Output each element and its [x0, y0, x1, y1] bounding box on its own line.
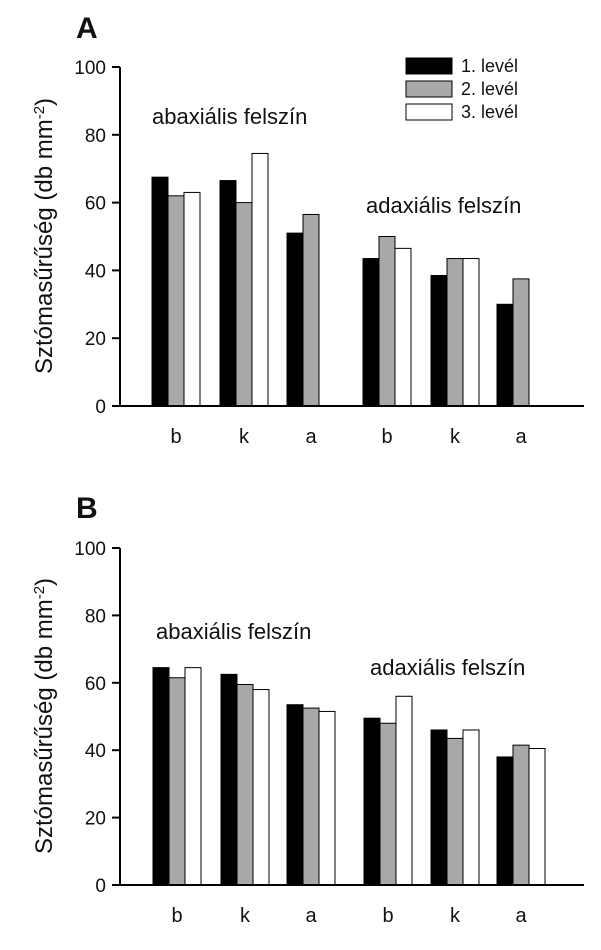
x-category-label: b	[171, 905, 182, 927]
bar-series-3-category-2	[252, 689, 270, 886]
x-category-label: k	[240, 905, 251, 927]
bars-b	[152, 667, 546, 886]
bar-series-1-category-6	[496, 303, 514, 407]
panel-label-b: B	[76, 492, 98, 525]
y-axis-label-b: Sztómasűrűség (db mm-2)	[31, 578, 59, 854]
legend-swatch-3	[405, 103, 453, 121]
bar-series-1-category-4	[362, 258, 380, 407]
bar-series-2-category-3	[302, 213, 320, 407]
bar-series-3-category-4	[394, 247, 412, 407]
x-category-label: b	[381, 426, 392, 448]
y-tick-label: 20	[85, 809, 106, 830]
y-tick-label: 40	[85, 741, 106, 762]
bar-series-3-category-1	[183, 191, 201, 407]
bar-series-2-category-4	[379, 722, 397, 886]
bar-series-1-category-5	[430, 729, 448, 886]
bar-series-3-category-4	[395, 695, 413, 886]
bar-series-3-category-2	[251, 152, 269, 407]
bar-series-2-category-5	[446, 737, 464, 886]
bar-series-2-category-2	[235, 202, 253, 407]
x-category-label: a	[305, 426, 317, 448]
bar-series-1-category-4	[363, 717, 381, 886]
y-tick-label: 40	[85, 261, 106, 282]
panel-label-a: A	[76, 12, 98, 45]
bar-series-3-category-5	[462, 258, 480, 407]
legend-swatch-2	[405, 80, 453, 98]
bar-series-2-category-6	[512, 744, 530, 886]
x-category-label: b	[382, 905, 393, 927]
x-category-label: k	[450, 426, 461, 448]
bar-series-3-category-6	[528, 748, 546, 886]
bar-series-1-category-1	[151, 176, 169, 407]
bar-series-1-category-2	[219, 180, 237, 407]
panel-a: A Sztómasűrűség (db mm-2) 0 20 40 60 80 100 b…	[31, 12, 584, 448]
panel-b: B Sztómasűrűség (db mm-2) 0 20 40 60 80 100 b…	[31, 492, 584, 927]
bar-series-3-category-3	[318, 710, 336, 886]
annotation-abaxial-a: abaxiális felszín	[152, 104, 307, 129]
x-category-label: a	[515, 905, 527, 927]
y-ticks-a: 0 20 40 60 80 100	[74, 58, 120, 418]
x-category-label: k	[239, 426, 250, 448]
bar-series-1-category-1	[152, 667, 170, 886]
y-tick-label: 100	[74, 58, 106, 79]
bar-series-2-category-5	[446, 258, 464, 407]
y-tick-label: 80	[85, 606, 106, 627]
legend-label-3: 3. levél	[461, 102, 518, 122]
bar-series-2-category-4	[378, 236, 396, 407]
bar-series-1-category-6	[496, 756, 514, 886]
x-category-label: a	[515, 426, 527, 448]
bar-series-1-category-3	[286, 232, 304, 407]
bar-series-2-category-2	[236, 683, 254, 886]
y-ticks-b: 0 20 40 60 80 100	[74, 539, 120, 897]
x-category-label: b	[170, 426, 181, 448]
bar-series-2-category-1	[167, 195, 185, 407]
y-tick-label: 100	[74, 539, 106, 560]
y-tick-label: 60	[85, 674, 106, 695]
annotation-adaxial-b: adaxiális felszín	[370, 655, 525, 680]
x-category-label: a	[305, 905, 317, 927]
y-tick-label: 80	[85, 126, 106, 147]
annotation-adaxial-a: adaxiális felszín	[366, 193, 521, 218]
annotation-abaxial-b: abaxiális felszín	[156, 619, 311, 644]
bar-series-1-category-3	[286, 704, 304, 886]
y-tick-label: 0	[95, 397, 106, 418]
bar-series-2-category-6	[512, 278, 530, 407]
legend-label-1: 1. levél	[461, 56, 518, 76]
y-tick-label: 20	[85, 329, 106, 350]
legend-a: 1. levél 2. levél 3. levél	[405, 56, 518, 122]
bars-a	[151, 152, 530, 407]
y-tick-label: 0	[95, 876, 106, 897]
y-tick-label: 60	[85, 194, 106, 215]
y-axis-label-a: Sztómasűrűség (db mm-2)	[31, 98, 59, 374]
legend-label-2: 2. levél	[461, 79, 518, 99]
bar-series-3-category-1	[184, 667, 202, 886]
bar-series-1-category-2	[220, 673, 238, 886]
bar-series-1-category-5	[430, 274, 448, 407]
bar-series-3-category-5	[462, 729, 480, 886]
bar-series-2-category-1	[168, 677, 186, 886]
x-category-label: k	[450, 905, 461, 927]
legend-swatch-1	[405, 57, 453, 75]
bar-series-2-category-3	[302, 707, 320, 886]
